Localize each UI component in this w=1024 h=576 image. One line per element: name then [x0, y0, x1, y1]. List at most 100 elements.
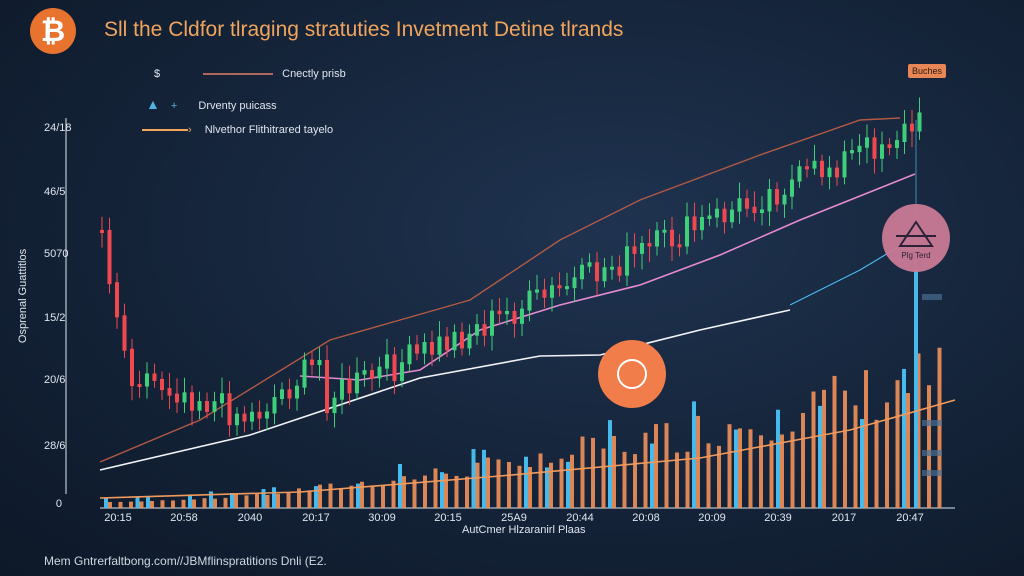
candle-body: [805, 166, 809, 170]
volume-bar: [906, 393, 910, 508]
candle-body: [460, 331, 464, 349]
candle-body: [235, 413, 239, 426]
volume-bar: [566, 461, 570, 508]
x-tick-label: 20:08: [632, 512, 660, 524]
volume-bar: [276, 493, 280, 508]
candle-body: [565, 286, 569, 290]
candle-body: [865, 137, 869, 148]
volume-bar: [244, 495, 249, 508]
candle-body: [190, 392, 194, 411]
x-tick-label: 20:58: [170, 512, 198, 524]
volume-bar: [444, 473, 448, 508]
volume-bar: [654, 424, 658, 508]
volume-bar: [286, 492, 291, 508]
candle-body: [227, 393, 232, 426]
volume-bar: [916, 353, 921, 508]
volume-bar: [874, 419, 879, 508]
candle-body: [220, 393, 224, 404]
candle-body: [302, 359, 307, 388]
volume-bar: [759, 435, 763, 508]
candle-body: [385, 354, 389, 369]
volume-bar: [790, 431, 795, 508]
volume-bar: [696, 415, 700, 508]
candle-body: [167, 388, 172, 396]
volume-bar: [146, 497, 150, 508]
volume-bar: [622, 451, 627, 508]
candle-body: [917, 112, 922, 132]
legend-label-2: Drventy puicass: [198, 100, 277, 112]
trend-line-white: [99, 309, 791, 471]
volume-bar: [129, 501, 133, 508]
side-tick: [922, 294, 942, 300]
legend-item-1: $ Cnectly prisb: [154, 68, 346, 80]
candle-body: [287, 389, 292, 399]
legend-item-2: ▲ + Drventy puicass: [146, 96, 277, 112]
volume-bar: [538, 453, 543, 508]
candle-body: [880, 144, 884, 159]
candle-body: [827, 167, 832, 178]
volume-bar: [209, 491, 213, 508]
candle-body: [505, 310, 509, 315]
pyramid-marker: [882, 204, 950, 272]
side-tick: [922, 470, 942, 476]
volume-bar: [545, 467, 549, 508]
candle-body: [850, 150, 854, 154]
candle-body: [842, 151, 847, 178]
volume-bar: [769, 440, 774, 508]
volume-bar: [528, 466, 532, 508]
volume-bar: [486, 457, 490, 508]
volume-bar: [171, 500, 175, 508]
candle-body: [835, 167, 839, 178]
y-tick-label: 0: [55, 498, 62, 510]
bitcoin-logo-icon: ₿: [30, 8, 76, 54]
candle-body: [752, 206, 757, 214]
candle-body: [325, 360, 329, 414]
volume-bar: [601, 448, 606, 508]
volume-bar: [314, 486, 318, 508]
candle-body: [745, 198, 749, 209]
x-tick-label: 20:47: [896, 512, 924, 524]
volume-bar: [160, 500, 165, 508]
candle-body: [782, 194, 787, 205]
volume-bar: [465, 476, 469, 508]
candle-body: [617, 266, 622, 276]
legend-label-1: Cnectly prisb: [282, 68, 346, 80]
triangle-up-icon: ▲: [146, 96, 160, 112]
candle-body: [257, 411, 262, 419]
volume-bar: [706, 443, 711, 508]
x-tick-label: 30:09: [368, 512, 396, 524]
volume-bar: [213, 498, 217, 508]
volume-bar: [801, 412, 805, 508]
volume-bar: [650, 443, 654, 508]
volume-bar: [188, 494, 192, 508]
candle-body: [340, 379, 344, 400]
candle-body: [355, 372, 359, 394]
candle-body: [812, 160, 817, 169]
x-tick-label: 20:09: [698, 512, 726, 524]
volume-bar: [150, 500, 154, 508]
volume-bar: [727, 424, 732, 508]
volume-bar: [675, 452, 679, 508]
volume-bar: [118, 501, 123, 508]
candle-body: [767, 189, 772, 212]
x-tick-label: 20:39: [764, 512, 792, 524]
volume-bar: [272, 487, 276, 508]
candle-body: [715, 208, 719, 218]
candle-body: [100, 229, 104, 233]
candle-body: [482, 324, 487, 336]
volume-bar: [692, 401, 696, 508]
candle-body: [535, 289, 539, 293]
volume-bar: [818, 405, 822, 508]
candle-body: [790, 179, 794, 197]
candle-body: [377, 366, 382, 379]
volume-bar: [895, 380, 900, 508]
volume-bar: [139, 501, 144, 508]
volume-bar: [202, 498, 207, 508]
candle-body: [242, 413, 247, 422]
candle-body: [677, 244, 682, 248]
volume-bar: [370, 485, 375, 508]
trend-line-pink: [299, 173, 916, 381]
x-axis-label: AutCmer Hlzaranirl Plaas: [462, 524, 586, 536]
candle-body: [775, 189, 779, 205]
x-tick-label: 2017: [832, 512, 856, 524]
